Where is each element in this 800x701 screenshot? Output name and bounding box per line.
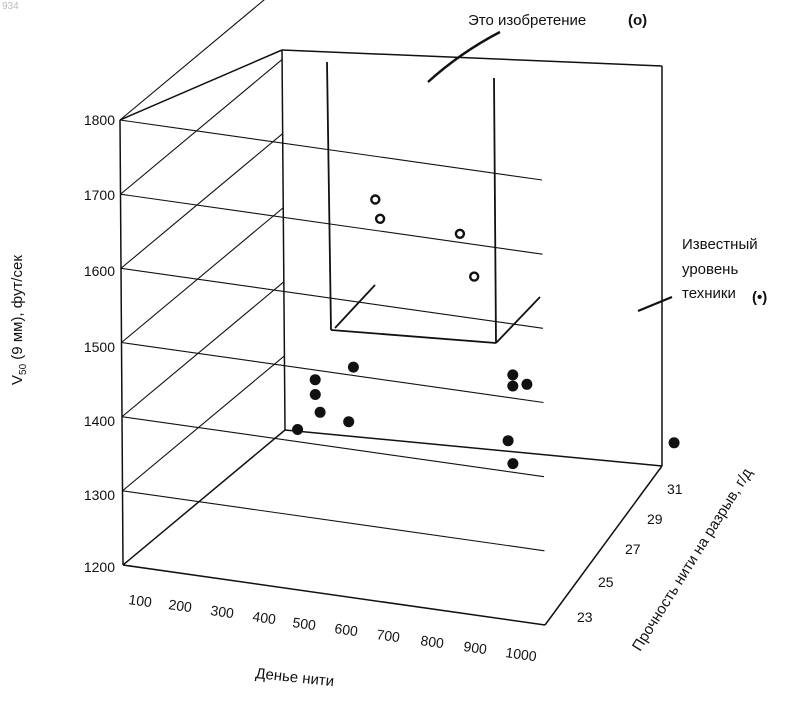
prior-art-point-6 [348,362,359,373]
x-tick-400: 400 [252,608,278,627]
x-axis-line [123,565,545,625]
y-axis-title-main: V [9,375,26,385]
box-bottom-edge [331,330,496,343]
box-right-edge [494,78,496,343]
back-wall-gridline-1600 [121,268,543,328]
z-tick-29: 29 [647,511,663,527]
x-tick-500: 500 [292,614,318,633]
y-axis-title-subscript: 50 [18,363,29,375]
back-wall-gridline-1400 [122,417,544,477]
left-wall-gridline-1300 [123,356,285,491]
invention-point-3 [456,230,464,238]
invention-label: Это изобретение [468,12,586,29]
z-axis-line [545,466,662,625]
z-tick-27: 27 [625,541,641,557]
floor-left-edge [123,430,285,565]
x-tick-900: 900 [463,638,489,657]
z-tick-31: 31 [667,481,683,497]
back-wall-grid [120,120,545,551]
y-axis-title-rest: (9 мм), фут/сек [9,255,26,364]
back-wall-gridline-1800 [120,120,542,180]
y-tick-1800: 1800 [84,112,115,128]
y-tick-labels: 1800 1700 1600 1500 1400 1300 1200 [84,112,115,575]
x-tick-600: 600 [334,620,360,639]
back-wall-gridline-1300 [123,491,545,551]
x-tick-100: 100 [128,591,154,610]
x-tick-labels: 100 200 300 400 500 600 700 800 900 1000 [128,591,538,664]
x-tick-300: 300 [210,602,236,621]
invention-point-1 [371,196,379,204]
invention-point-2 [376,215,384,223]
x-axis-title: Денье нити [255,665,335,690]
prior-art-point-7 [503,435,514,446]
prior-art-point-4 [292,424,303,435]
left-wall-gridline-1500 [122,208,284,343]
left-wall-gridline-1400 [122,282,284,417]
prior-art-point-10 [507,381,518,392]
x-tick-1000: 1000 [505,644,538,664]
prior-art-leader-line [638,297,672,311]
y-tick-1700: 1700 [84,187,115,203]
prior-art-label-line2: уровень [682,261,738,278]
prior-art-point-3 [315,407,326,418]
chart-canvas: 934 1800 1700 1600 1500 1400 1300 1200 1… [0,0,800,701]
box-right-diagonal [496,297,540,343]
invention-symbol: (o) [628,12,647,29]
x-tick-800: 800 [420,632,446,651]
left-wall-gridline-1700 [121,59,283,194]
prior-art-point-1 [310,374,321,385]
prior-art-point-9 [507,369,518,380]
prior-art-point-8 [507,458,518,469]
prior-art-point-5 [343,416,354,427]
prior-art-point-12 [669,437,680,448]
y-tick-1500: 1500 [84,339,115,355]
y-tick-1600: 1600 [84,263,115,279]
chart-frame [120,50,662,625]
prior-art-label-line3: техники [682,285,736,302]
z-axis-title: Прочность нити на разрыв, г/д [629,465,756,654]
prior-art-label-line1: Известный [682,236,758,253]
z-tick-23: 23 [577,609,593,625]
prior-art-point-11 [521,379,532,390]
back-vertical-edge [282,50,285,430]
prior-art-symbol: (•) [752,289,767,306]
y-tick-1300: 1300 [84,487,115,503]
page-number: 934 [2,1,19,12]
invention-region-box [327,62,540,343]
left-wall-gridline-1600 [121,133,283,268]
invention-point-4 [470,273,478,281]
back-top-edge [282,50,662,66]
box-left-edge [327,62,331,330]
back-wall-gridline-1700 [121,194,543,254]
y-tick-1400: 1400 [84,413,115,429]
prior-art-annotation: Известный уровень техники (•) [638,236,767,311]
z-tick-25: 25 [598,574,614,590]
y-axis-title: V50 (9 мм), фут/сек [9,255,29,385]
x-tick-700: 700 [376,626,402,645]
invention-annotation: Это изобретение (o) [428,12,647,82]
y-tick-1200: 1200 [84,559,115,575]
x-tick-200: 200 [168,596,194,615]
back-wall-gridline-1500 [122,343,544,403]
back-left-top-edge [120,50,282,120]
prior-art-point-2 [310,389,321,400]
box-left-diagonal [335,285,375,328]
left-wall-grid [120,0,285,491]
